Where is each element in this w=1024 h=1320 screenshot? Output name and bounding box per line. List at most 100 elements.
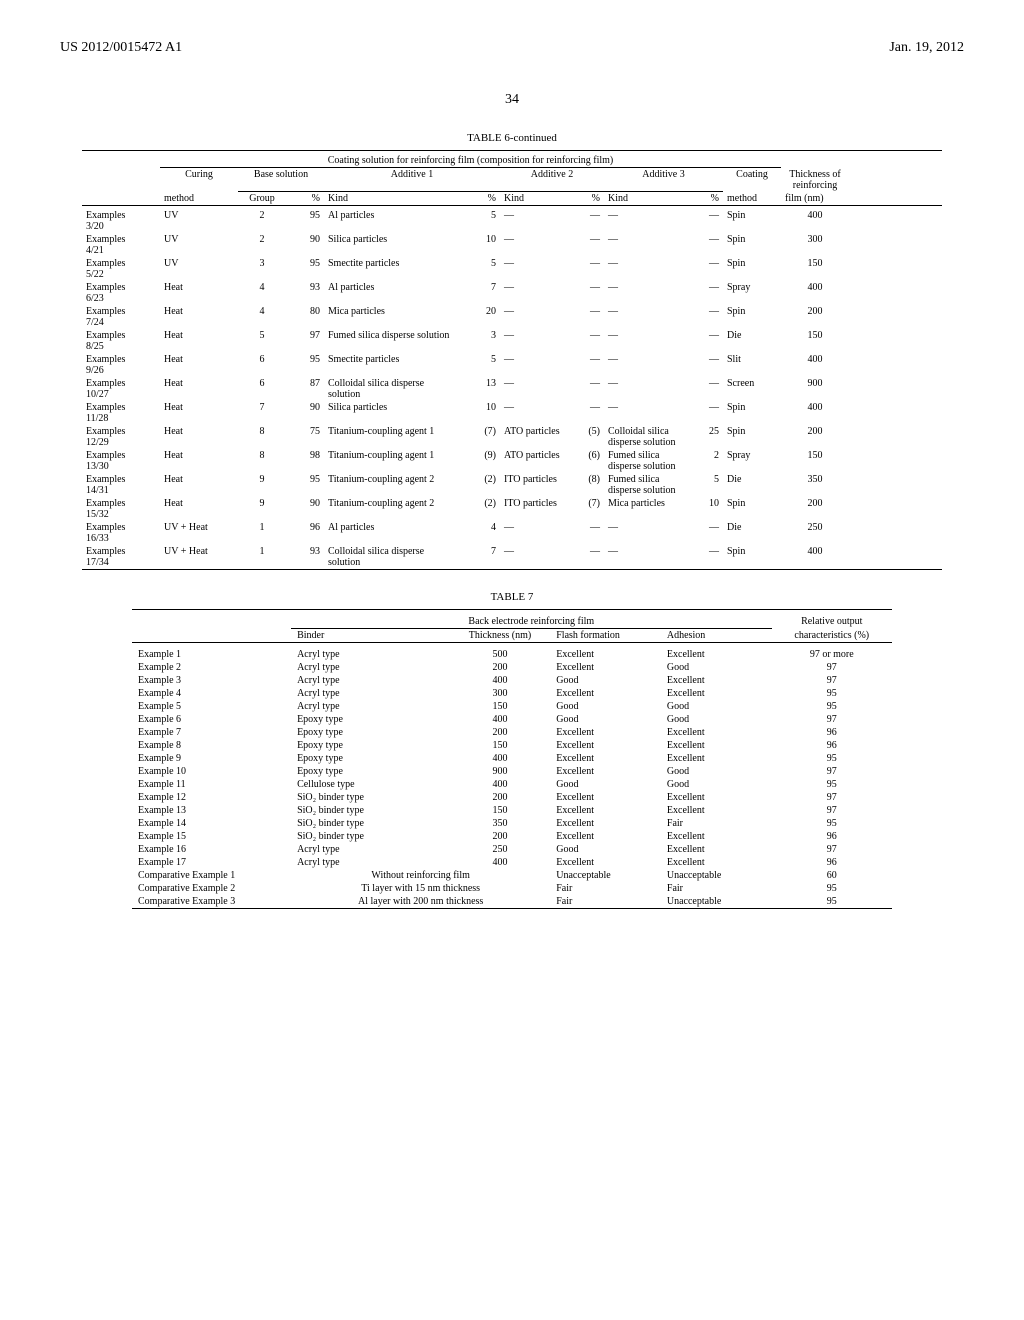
t6-a3k: — <box>604 401 687 425</box>
t6-curing: Heat <box>160 281 238 305</box>
t6-a3p: — <box>687 233 723 257</box>
t6-group: 2 <box>238 209 286 233</box>
t7-ex: Example 13 <box>132 804 291 817</box>
table-row: Examples7/24Heat480Mica particles20————S… <box>82 305 942 329</box>
t6-a3p: — <box>687 401 723 425</box>
t7-ex: Example 10 <box>132 765 291 778</box>
t6-group: 4 <box>238 281 286 305</box>
t7-h-back: Back electrode reinforcing film <box>291 615 771 629</box>
t7-binder: Epoxy type <box>291 765 450 778</box>
t7-ch-thk: Thickness (nm) <box>450 629 551 643</box>
t7-ch-adh: Adhesion <box>661 629 772 643</box>
t6-a3p: 2 <box>687 449 723 473</box>
t7-chr: 97 <box>772 843 892 856</box>
t6-coat: Die <box>723 473 781 497</box>
t6-a1p: (2) <box>462 473 500 497</box>
t6-bpct: 98 <box>286 449 324 473</box>
t6-ch-a2p: % <box>568 192 604 206</box>
t7-binder: Epoxy type <box>291 713 450 726</box>
page-header: US 2012/0015472 A1 Jan. 19, 2012 <box>60 40 964 56</box>
t6-group: 9 <box>238 473 286 497</box>
t6-curing: Heat <box>160 449 238 473</box>
t7-thk: 350 <box>450 817 551 830</box>
t6-a2k: ITO particles <box>500 473 568 497</box>
t7-chr: 95 <box>772 700 892 713</box>
t6-a2p: (5) <box>568 425 604 449</box>
t6-ex: Examples13/30 <box>82 449 160 473</box>
t6-h-add1: Additive 1 <box>324 168 500 192</box>
t7-ex: Example 3 <box>132 674 291 687</box>
table-row: Example 5Acryl type150GoodGood95 <box>132 700 892 713</box>
t6-coat: Spray <box>723 449 781 473</box>
t6-ch-film: film (nm) <box>781 192 849 206</box>
t6-ch-a1k: Kind <box>324 192 462 206</box>
t7-adh: Good <box>661 700 772 713</box>
t6-a3k: — <box>604 209 687 233</box>
t7-flash: Excellent <box>550 648 661 661</box>
t6-a1k: Al particles <box>324 521 462 545</box>
t6-a3k: — <box>604 521 687 545</box>
t6-a1k: Smectite particles <box>324 353 462 377</box>
t6-thk: 150 <box>781 329 849 353</box>
table-row: Examples4/21UV290Silica particles10————S… <box>82 233 942 257</box>
t7-flash: Excellent <box>550 726 661 739</box>
t6-a1k: Al particles <box>324 281 462 305</box>
table-row: Example 2Acryl type200ExcellentGood97 <box>132 661 892 674</box>
t7-chr: 97 <box>772 791 892 804</box>
t6-a2k: — <box>500 329 568 353</box>
t6-bpct: 95 <box>286 353 324 377</box>
t6-a2p: (7) <box>568 497 604 521</box>
t6-a3p: — <box>687 305 723 329</box>
table-row: Example 7Epoxy type200ExcellentExcellent… <box>132 726 892 739</box>
t6-ex: Examples17/34 <box>82 545 160 570</box>
t6-a2k: — <box>500 305 568 329</box>
t6-ch-a3k: Kind <box>604 192 687 206</box>
table6-caption: TABLE 6-continued <box>60 132 964 144</box>
t7-flash: Excellent <box>550 687 661 700</box>
t6-a3p: — <box>687 257 723 281</box>
t7-thk: 150 <box>450 700 551 713</box>
t7-binder: Acryl type <box>291 700 450 713</box>
t7-binder: Epoxy type <box>291 726 450 739</box>
table-row: Example 15SiO₂ binder type200ExcellentEx… <box>132 830 892 843</box>
table-row: Example 16Acryl type250GoodExcellent97 <box>132 843 892 856</box>
t6-a3p: — <box>687 377 723 401</box>
t6-a2k: — <box>500 401 568 425</box>
t7-binder: Without reinforcing film <box>291 869 550 882</box>
t6-a2p: (8) <box>568 473 604 497</box>
t6-bpct: 95 <box>286 257 324 281</box>
t6-a1p: 10 <box>462 233 500 257</box>
t6-a1p: 7 <box>462 281 500 305</box>
t6-a3p: — <box>687 329 723 353</box>
t7-flash: Excellent <box>550 791 661 804</box>
t6-ex: Examples10/27 <box>82 377 160 401</box>
t6-group: 8 <box>238 449 286 473</box>
t6-group: 6 <box>238 353 286 377</box>
t7-thk: 400 <box>450 713 551 726</box>
t7-adh: Excellent <box>661 674 772 687</box>
t7-flash: Good <box>550 843 661 856</box>
t6-a2k: — <box>500 377 568 401</box>
t6-group: 3 <box>238 257 286 281</box>
t6-h-curing: Curing <box>160 168 238 192</box>
t6-bpct: 75 <box>286 425 324 449</box>
t7-thk: 300 <box>450 687 551 700</box>
t7-adh: Excellent <box>661 752 772 765</box>
t6-group: 5 <box>238 329 286 353</box>
t6-a3k: Fumed silica disperse solution <box>604 449 687 473</box>
table-row: Example 8Epoxy type150ExcellentExcellent… <box>132 739 892 752</box>
t6-a1k: Colloidal silica disperse solution <box>324 377 462 401</box>
t6-a1k: Al particles <box>324 209 462 233</box>
table-row: Examples13/30Heat898Titanium-coupling ag… <box>82 449 942 473</box>
t7-ex: Example 16 <box>132 843 291 856</box>
t7-ex: Comparative Example 1 <box>132 869 291 882</box>
t6-a2k: ITO particles <box>500 497 568 521</box>
t6-a2p: — <box>568 353 604 377</box>
t6-a1p: 20 <box>462 305 500 329</box>
t6-a3p: — <box>687 521 723 545</box>
t6-a2k: — <box>500 545 568 570</box>
t7-ex: Example 7 <box>132 726 291 739</box>
t6-group: 1 <box>238 545 286 570</box>
t6-coat: Spin <box>723 425 781 449</box>
t7-thk: 400 <box>450 674 551 687</box>
